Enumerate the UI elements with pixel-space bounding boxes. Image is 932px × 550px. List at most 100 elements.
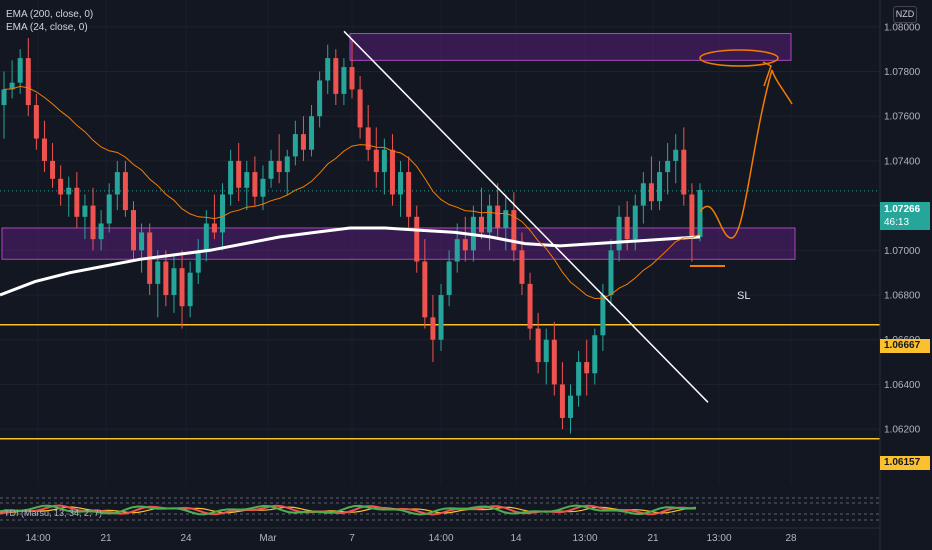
candle-body bbox=[50, 160, 56, 179]
time-tick-label: 14:00 bbox=[428, 533, 453, 544]
candle-body bbox=[25, 58, 31, 106]
candle-body bbox=[543, 339, 549, 363]
candle-body bbox=[511, 210, 517, 251]
candle-body bbox=[422, 261, 428, 318]
candle-body bbox=[82, 205, 88, 217]
candle-body bbox=[284, 156, 290, 173]
candle-body bbox=[689, 194, 695, 237]
candle-body bbox=[244, 172, 250, 188]
level-tag-lower: 1.06157 bbox=[880, 456, 930, 470]
candle-body bbox=[600, 295, 606, 336]
time-tick-label: 28 bbox=[785, 533, 797, 544]
ema-200-line bbox=[0, 226, 701, 297]
candle-body bbox=[559, 384, 565, 418]
price-tick-label: 1.06800 bbox=[884, 291, 921, 302]
candle-body bbox=[317, 80, 323, 117]
candle-body bbox=[616, 216, 622, 251]
candle-body bbox=[519, 250, 525, 284]
candle-body bbox=[155, 261, 161, 284]
candle-body bbox=[568, 395, 574, 418]
candle-body bbox=[187, 272, 193, 307]
ema-24-line bbox=[3, 85, 701, 300]
price-tick-label: 1.07400 bbox=[884, 156, 921, 167]
candle-body bbox=[576, 362, 582, 396]
time-tick-label: Mar bbox=[259, 533, 277, 544]
projection-path bbox=[699, 69, 773, 239]
candle-body bbox=[592, 335, 598, 374]
time-axis[interactable]: 14:00 21 24 Mar 7 14:00 14 13:00 21 13:00 28 bbox=[0, 527, 880, 544]
candle-body bbox=[381, 149, 387, 173]
candle-body bbox=[211, 223, 217, 233]
candle-body bbox=[478, 216, 484, 233]
candle-body bbox=[130, 210, 136, 251]
candle-body bbox=[276, 160, 282, 173]
candle-body bbox=[535, 328, 541, 363]
candle-body bbox=[300, 134, 306, 150]
price-tick-label: 1.06200 bbox=[884, 425, 921, 436]
candle-body bbox=[398, 172, 404, 195]
last-price-tag: 1.07266 46:13 bbox=[880, 202, 930, 230]
candle-body bbox=[58, 178, 64, 195]
candle-body bbox=[349, 67, 355, 90]
candle-body bbox=[139, 232, 145, 251]
candle-body bbox=[309, 116, 315, 150]
legend-ema200[interactable]: EMA (200, close, 0) bbox=[6, 9, 94, 20]
candle-body bbox=[66, 187, 72, 195]
candle-body bbox=[462, 239, 468, 251]
candle-body bbox=[268, 160, 274, 179]
candle-body bbox=[503, 210, 509, 228]
candle-body bbox=[665, 160, 671, 173]
price-tick-label: 1.07000 bbox=[884, 246, 921, 257]
candle-body bbox=[33, 105, 39, 139]
level-tag-upper: 1.06667 bbox=[880, 339, 930, 353]
candle-body bbox=[179, 268, 185, 307]
candle-body bbox=[495, 205, 501, 228]
projection-arrowhead bbox=[762, 61, 772, 87]
last-price-countdown: 46:13 bbox=[884, 217, 910, 228]
candle-body bbox=[373, 149, 379, 173]
candle-body bbox=[673, 149, 679, 161]
time-tick-label: 21 bbox=[100, 533, 112, 544]
price-tick-label: 1.07800 bbox=[884, 67, 921, 78]
price-tick-label: 1.07600 bbox=[884, 112, 921, 123]
indicator-legend[interactable]: EMA (200, close, 0) EMA (24, close, 0) bbox=[6, 8, 93, 34]
target-circle bbox=[699, 49, 779, 67]
candle-body bbox=[406, 172, 412, 217]
candle-body bbox=[657, 172, 663, 202]
candle-body bbox=[122, 172, 128, 211]
candle-body bbox=[163, 261, 169, 296]
candle-body bbox=[114, 172, 120, 195]
candle-body bbox=[228, 160, 234, 195]
candle-body bbox=[106, 194, 112, 224]
trend-line bbox=[343, 30, 709, 403]
candle-body bbox=[90, 205, 96, 240]
grid-lines bbox=[0, 26, 880, 430]
candle-body bbox=[389, 149, 395, 195]
candle-body bbox=[333, 58, 339, 94]
currency-badge[interactable]: NZD bbox=[893, 6, 917, 23]
stop-loss-label: SL bbox=[737, 290, 751, 302]
candle-body bbox=[74, 187, 80, 217]
candle-body bbox=[9, 82, 15, 90]
tdi-label[interactable]: TDI (Marsu, 13, 34, 2, 7) bbox=[4, 508, 103, 518]
price-tick-label: 1.08000 bbox=[884, 22, 921, 33]
price-zone bbox=[1, 227, 796, 260]
time-tick-label: 7 bbox=[349, 533, 355, 544]
tdi-pane bbox=[0, 497, 880, 521]
price-zone bbox=[349, 33, 792, 61]
candle-body bbox=[430, 317, 436, 340]
candle-body bbox=[648, 183, 654, 202]
candle-body bbox=[584, 362, 590, 374]
candle-body bbox=[551, 339, 557, 385]
tdi-rsi-line bbox=[0, 504, 697, 516]
candle-body bbox=[252, 172, 258, 197]
legend-ema24[interactable]: EMA (24, close, 0) bbox=[6, 22, 88, 33]
time-tick-label: 13:00 bbox=[572, 533, 597, 544]
candle-body bbox=[640, 183, 646, 206]
candle-body bbox=[365, 127, 371, 150]
time-tick-label: 13:00 bbox=[706, 533, 731, 544]
candle-body bbox=[681, 149, 687, 195]
candle-body bbox=[632, 205, 638, 240]
candle-body bbox=[41, 138, 47, 161]
